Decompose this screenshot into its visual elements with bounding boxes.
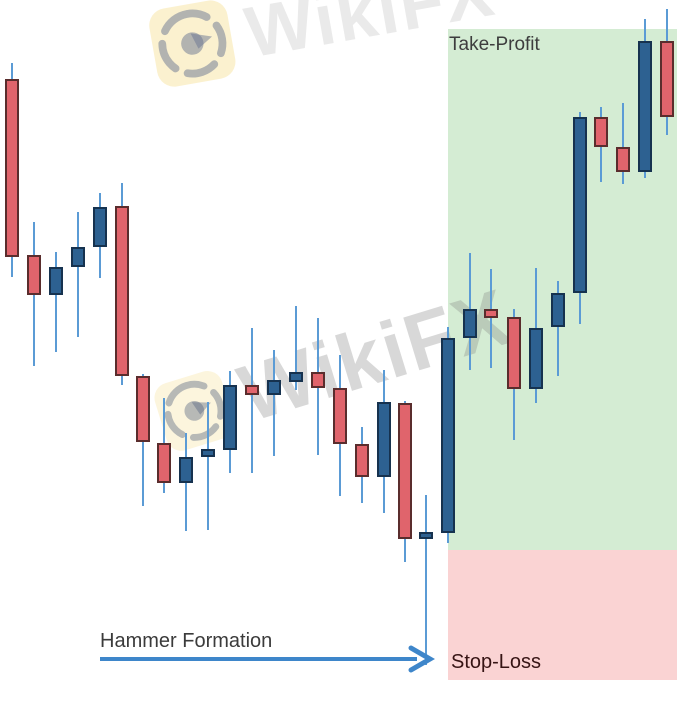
candle-30-body: [638, 41, 652, 172]
candle-31-body: [659, 41, 674, 117]
stop-loss-label: Stop-Loss: [451, 651, 542, 673]
candle-27-body: [572, 117, 587, 293]
hammer-formation-label: Hammer Formation: [100, 630, 273, 652]
candle-13-body: [267, 380, 281, 395]
candle-24-body: [507, 317, 521, 389]
candle-10-wick: [207, 402, 209, 530]
candle-23-body: [484, 309, 498, 318]
candle-29-wick: [622, 103, 624, 184]
candle-18-body: [376, 402, 391, 477]
candle-12-wick: [251, 328, 253, 473]
candle-6-body: [114, 206, 129, 376]
candle-22-body: [463, 309, 477, 338]
candle-3-body: [49, 267, 63, 295]
candle-5-body: [93, 207, 107, 247]
candle-17-body: [354, 444, 369, 477]
candle-3-wick: [55, 252, 57, 352]
candle-4-wick: [77, 212, 79, 337]
candle-15-body: [310, 372, 325, 388]
candle-16-body: [332, 388, 347, 444]
candle-19-body: [397, 403, 412, 539]
candle-9-body: [179, 457, 193, 483]
take-profit-label: Take-Profit: [449, 34, 540, 55]
candle-11-body: [223, 385, 237, 450]
candle-26-body: [551, 293, 565, 327]
candle-14-wick: [295, 306, 297, 390]
candle-14-body: [289, 372, 303, 382]
candle-28-body: [594, 117, 608, 147]
candle-7-body: [136, 376, 150, 442]
candle-21-body: [440, 338, 455, 533]
candle-29-body: [616, 147, 630, 172]
candle-20-hammer-wick: [424, 495, 427, 665]
candle-13-wick: [273, 350, 275, 456]
candle-23-wick: [490, 269, 492, 368]
candle-2-body: [26, 255, 41, 295]
candle-25-body: [528, 328, 543, 389]
stop-loss-zone: [448, 550, 677, 680]
candle-26-wick: [557, 281, 559, 376]
hammer-arrow: [100, 645, 435, 673]
candle-12-body: [245, 385, 259, 395]
candle-10-body: [201, 449, 215, 457]
candle-4-body: [71, 247, 85, 267]
candle-1-body: [4, 79, 19, 257]
candle-8-body: [157, 443, 172, 483]
candle-20-hammer-body: [418, 532, 433, 539]
